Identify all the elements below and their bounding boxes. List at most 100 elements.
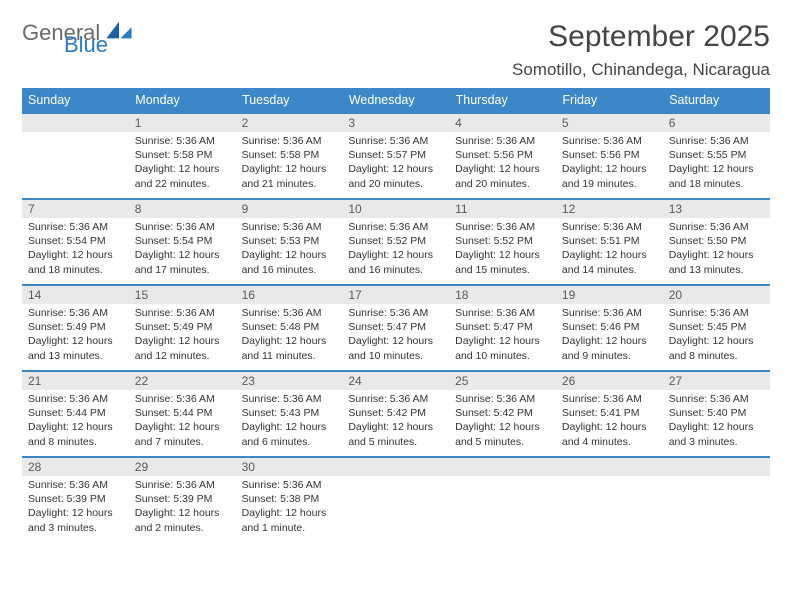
day-details: Sunrise: 5:36 AMSunset: 5:39 PMDaylight:… (129, 476, 236, 541)
calendar-day-cell: 9Sunrise: 5:36 AMSunset: 5:53 PMDaylight… (236, 199, 343, 285)
calendar-day-cell: 27Sunrise: 5:36 AMSunset: 5:40 PMDayligh… (663, 371, 770, 457)
day-number (449, 457, 556, 476)
day-number: 23 (236, 371, 343, 390)
calendar-day-cell: 2Sunrise: 5:36 AMSunset: 5:58 PMDaylight… (236, 113, 343, 199)
day-details: Sunrise: 5:36 AMSunset: 5:56 PMDaylight:… (556, 132, 663, 197)
day-details: Sunrise: 5:36 AMSunset: 5:53 PMDaylight:… (236, 218, 343, 283)
day-number: 9 (236, 199, 343, 218)
day-number: 8 (129, 199, 236, 218)
day-number (663, 457, 770, 476)
day-number: 16 (236, 285, 343, 304)
day-details: Sunrise: 5:36 AMSunset: 5:56 PMDaylight:… (449, 132, 556, 197)
calendar-day-cell: 11Sunrise: 5:36 AMSunset: 5:52 PMDayligh… (449, 199, 556, 285)
calendar-week-row: 1Sunrise: 5:36 AMSunset: 5:58 PMDaylight… (22, 113, 770, 199)
day-details: Sunrise: 5:36 AMSunset: 5:39 PMDaylight:… (22, 476, 129, 541)
weekday-header: Friday (556, 88, 663, 113)
day-number: 26 (556, 371, 663, 390)
day-number: 15 (129, 285, 236, 304)
day-details: Sunrise: 5:36 AMSunset: 5:49 PMDaylight:… (129, 304, 236, 369)
day-number: 18 (449, 285, 556, 304)
day-number: 7 (22, 199, 129, 218)
calendar-day-cell: 16Sunrise: 5:36 AMSunset: 5:48 PMDayligh… (236, 285, 343, 371)
day-number: 2 (236, 113, 343, 132)
logo: General Blue (22, 20, 133, 55)
day-details: Sunrise: 5:36 AMSunset: 5:47 PMDaylight:… (342, 304, 449, 369)
weekday-header: Sunday (22, 88, 129, 113)
day-number: 11 (449, 199, 556, 218)
month-title: September 2025 (512, 20, 770, 54)
calendar-day-cell: 6Sunrise: 5:36 AMSunset: 5:55 PMDaylight… (663, 113, 770, 199)
calendar-day-cell: 10Sunrise: 5:36 AMSunset: 5:52 PMDayligh… (342, 199, 449, 285)
day-details: Sunrise: 5:36 AMSunset: 5:52 PMDaylight:… (449, 218, 556, 283)
calendar-empty-cell (556, 457, 663, 543)
day-details: Sunrise: 5:36 AMSunset: 5:45 PMDaylight:… (663, 304, 770, 369)
day-number: 17 (342, 285, 449, 304)
day-number (342, 457, 449, 476)
calendar-day-cell: 22Sunrise: 5:36 AMSunset: 5:44 PMDayligh… (129, 371, 236, 457)
calendar-week-row: 14Sunrise: 5:36 AMSunset: 5:49 PMDayligh… (22, 285, 770, 371)
calendar-day-cell: 12Sunrise: 5:36 AMSunset: 5:51 PMDayligh… (556, 199, 663, 285)
day-details: Sunrise: 5:36 AMSunset: 5:51 PMDaylight:… (556, 218, 663, 283)
calendar-week-row: 7Sunrise: 5:36 AMSunset: 5:54 PMDaylight… (22, 199, 770, 285)
day-details: Sunrise: 5:36 AMSunset: 5:38 PMDaylight:… (236, 476, 343, 541)
calendar-day-cell: 26Sunrise: 5:36 AMSunset: 5:41 PMDayligh… (556, 371, 663, 457)
day-details: Sunrise: 5:36 AMSunset: 5:42 PMDaylight:… (342, 390, 449, 455)
day-details: Sunrise: 5:36 AMSunset: 5:44 PMDaylight:… (22, 390, 129, 455)
calendar-week-row: 28Sunrise: 5:36 AMSunset: 5:39 PMDayligh… (22, 457, 770, 543)
day-details: Sunrise: 5:36 AMSunset: 5:52 PMDaylight:… (342, 218, 449, 283)
weekday-header-row: SundayMondayTuesdayWednesdayThursdayFrid… (22, 88, 770, 113)
weekday-header: Thursday (449, 88, 556, 113)
calendar-day-cell: 29Sunrise: 5:36 AMSunset: 5:39 PMDayligh… (129, 457, 236, 543)
day-number: 30 (236, 457, 343, 476)
calendar-day-cell: 25Sunrise: 5:36 AMSunset: 5:42 PMDayligh… (449, 371, 556, 457)
header: General Blue September 2025 Somotillo, C… (22, 20, 770, 80)
calendar-day-cell: 14Sunrise: 5:36 AMSunset: 5:49 PMDayligh… (22, 285, 129, 371)
weekday-header: Monday (129, 88, 236, 113)
calendar-day-cell: 17Sunrise: 5:36 AMSunset: 5:47 PMDayligh… (342, 285, 449, 371)
day-details: Sunrise: 5:36 AMSunset: 5:48 PMDaylight:… (236, 304, 343, 369)
calendar-day-cell: 4Sunrise: 5:36 AMSunset: 5:56 PMDaylight… (449, 113, 556, 199)
day-number: 27 (663, 371, 770, 390)
day-details: Sunrise: 5:36 AMSunset: 5:57 PMDaylight:… (342, 132, 449, 197)
location: Somotillo, Chinandega, Nicaragua (512, 60, 770, 80)
day-details: Sunrise: 5:36 AMSunset: 5:40 PMDaylight:… (663, 390, 770, 455)
day-number: 4 (449, 113, 556, 132)
day-details: Sunrise: 5:36 AMSunset: 5:46 PMDaylight:… (556, 304, 663, 369)
day-details: Sunrise: 5:36 AMSunset: 5:49 PMDaylight:… (22, 304, 129, 369)
day-details: Sunrise: 5:36 AMSunset: 5:43 PMDaylight:… (236, 390, 343, 455)
day-number: 13 (663, 199, 770, 218)
day-number: 29 (129, 457, 236, 476)
day-details: Sunrise: 5:36 AMSunset: 5:54 PMDaylight:… (22, 218, 129, 283)
calendar-day-cell: 19Sunrise: 5:36 AMSunset: 5:46 PMDayligh… (556, 285, 663, 371)
day-details: Sunrise: 5:36 AMSunset: 5:42 PMDaylight:… (449, 390, 556, 455)
calendar-empty-cell (342, 457, 449, 543)
calendar-empty-cell (449, 457, 556, 543)
calendar-day-cell: 20Sunrise: 5:36 AMSunset: 5:45 PMDayligh… (663, 285, 770, 371)
weekday-header: Saturday (663, 88, 770, 113)
day-details: Sunrise: 5:36 AMSunset: 5:58 PMDaylight:… (129, 132, 236, 197)
calendar-day-cell: 18Sunrise: 5:36 AMSunset: 5:47 PMDayligh… (449, 285, 556, 371)
day-details: Sunrise: 5:36 AMSunset: 5:58 PMDaylight:… (236, 132, 343, 197)
calendar-empty-cell (663, 457, 770, 543)
logo-sail-icon (105, 20, 133, 40)
day-details: Sunrise: 5:36 AMSunset: 5:44 PMDaylight:… (129, 390, 236, 455)
calendar-day-cell: 21Sunrise: 5:36 AMSunset: 5:44 PMDayligh… (22, 371, 129, 457)
day-details: Sunrise: 5:36 AMSunset: 5:55 PMDaylight:… (663, 132, 770, 197)
weekday-header: Tuesday (236, 88, 343, 113)
weekday-header: Wednesday (342, 88, 449, 113)
calendar-day-cell: 5Sunrise: 5:36 AMSunset: 5:56 PMDaylight… (556, 113, 663, 199)
day-details: Sunrise: 5:36 AMSunset: 5:47 PMDaylight:… (449, 304, 556, 369)
calendar-day-cell: 8Sunrise: 5:36 AMSunset: 5:54 PMDaylight… (129, 199, 236, 285)
day-number: 24 (342, 371, 449, 390)
day-number: 28 (22, 457, 129, 476)
calendar-day-cell: 13Sunrise: 5:36 AMSunset: 5:50 PMDayligh… (663, 199, 770, 285)
day-number: 14 (22, 285, 129, 304)
day-number: 25 (449, 371, 556, 390)
calendar-empty-cell (22, 113, 129, 199)
day-number: 10 (342, 199, 449, 218)
day-details: Sunrise: 5:36 AMSunset: 5:54 PMDaylight:… (129, 218, 236, 283)
day-number: 6 (663, 113, 770, 132)
day-number: 1 (129, 113, 236, 132)
day-details: Sunrise: 5:36 AMSunset: 5:50 PMDaylight:… (663, 218, 770, 283)
day-number: 3 (342, 113, 449, 132)
